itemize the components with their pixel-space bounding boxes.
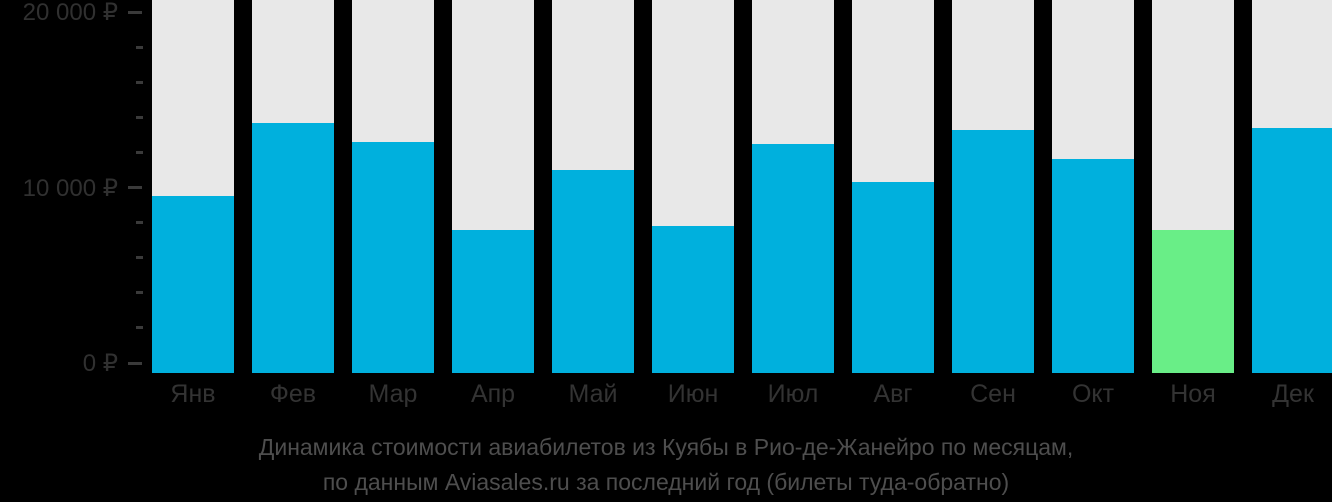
bar-Июн <box>652 226 734 373</box>
month-label-Мар: Мар <box>368 380 418 408</box>
bar-Авг <box>852 182 934 373</box>
bar-Июл <box>752 143 834 373</box>
bar-Мар <box>352 141 434 373</box>
bar-Окт <box>1052 159 1134 373</box>
month-label-Май: Май <box>568 380 618 408</box>
y-axis-major-tick <box>128 186 142 189</box>
y-axis-minor-tick <box>136 80 143 84</box>
bar-Янв <box>152 196 234 373</box>
y-axis-minor-tick <box>136 150 143 154</box>
bar-Май <box>552 169 634 373</box>
month-label-Июл: Июл <box>767 380 819 408</box>
caption-line-2: по данным Aviasales.ru за последний год … <box>322 469 1010 495</box>
month-label-Фев: Фев <box>269 380 317 408</box>
chart-caption: Динамика стоимости авиабилетов из Куябы … <box>0 430 1332 500</box>
y-axis-label-10000: 10 000 ₽ <box>22 174 118 202</box>
bar-Фев <box>252 122 334 373</box>
y-axis-minor-tick <box>136 326 143 330</box>
bar-Дек <box>1252 127 1332 373</box>
y-axis-minor-tick <box>136 115 143 119</box>
month-label-Янв: Янв <box>170 380 216 408</box>
y-axis-minor-tick <box>136 45 143 49</box>
y-axis-major-tick <box>128 361 142 365</box>
month-label-Сен: Сен <box>970 380 1016 408</box>
y-axis-minor-tick <box>136 221 143 225</box>
bar-Ноя <box>1152 229 1234 373</box>
month-label-Окт: Окт <box>1071 380 1115 408</box>
caption-line-1: Динамика стоимости авиабилетов из Куябы … <box>258 434 1074 460</box>
y-axis-label-0: 0 ₽ <box>82 350 118 377</box>
bar-Апр <box>452 229 534 373</box>
month-label-Авг: Авг <box>873 380 913 408</box>
month-label-Апр: Апр <box>470 380 516 408</box>
y-axis-minor-tick <box>136 256 143 260</box>
y-axis-label-20000: 20 000 ₽ <box>22 0 118 26</box>
month-label-Июн: Июн <box>667 380 719 408</box>
month-label-Ноя: Ноя <box>1170 380 1216 408</box>
bar-Сен <box>952 129 1034 373</box>
month-label-Дек: Дек <box>1272 380 1314 408</box>
y-axis-minor-tick <box>136 291 143 295</box>
y-axis-major-tick <box>128 10 142 14</box>
